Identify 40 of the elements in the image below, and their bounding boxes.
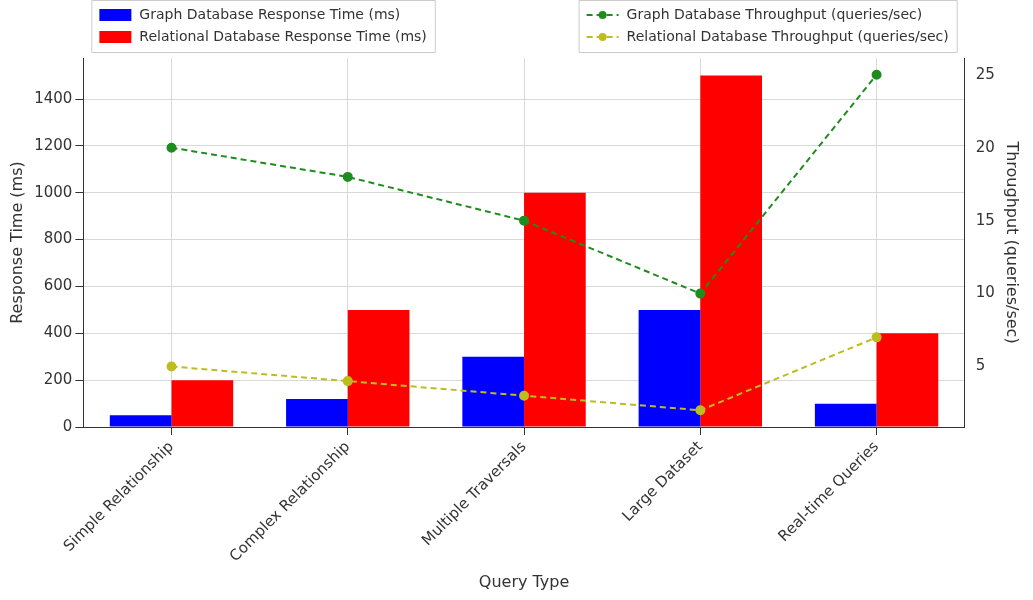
y-axis-title: Response Time (ms)	[6, 161, 26, 324]
bar	[171, 380, 234, 427]
legend-label: Graph Database Throughput (queries/sec)	[626, 5, 923, 22]
bar	[638, 309, 701, 427]
y-tick-label: 800	[43, 229, 73, 248]
y-tick-label: 400	[43, 323, 73, 342]
legend-label: Relational Database Throughput (queries/sec)	[626, 27, 949, 44]
y-tick-label: 200	[43, 370, 73, 389]
point	[695, 405, 706, 416]
y-tick-label: 600	[43, 276, 73, 295]
point	[695, 288, 706, 299]
y-tick-label: 1200	[34, 135, 73, 154]
bar	[876, 333, 939, 427]
point	[166, 361, 177, 372]
bar	[524, 192, 586, 427]
bar	[347, 309, 410, 427]
point	[871, 69, 882, 80]
point	[166, 142, 177, 153]
y-tick-label: 1400	[34, 88, 73, 107]
y-tick-label: 0	[62, 416, 73, 435]
point	[519, 215, 530, 226]
y2-tick-label: 20	[975, 137, 995, 156]
bar	[286, 398, 348, 427]
bar	[700, 75, 763, 427]
bar	[462, 356, 525, 427]
y2-tick-label: 25	[975, 64, 995, 83]
point	[342, 171, 353, 182]
x-axis-title: Query Type	[478, 571, 570, 591]
y2-tick-label: 5	[975, 356, 986, 375]
y2-tick-label: 10	[975, 283, 995, 302]
point	[342, 376, 353, 387]
y-tick-label: 1000	[34, 182, 73, 201]
y2-axis-title: Throughput (queries/sec)	[1003, 140, 1023, 344]
legend-label: Relational Database Response Time (ms)	[139, 27, 427, 44]
point	[519, 390, 530, 401]
y2-tick-label: 15	[975, 210, 995, 229]
legend-label: Graph Database Response Time (ms)	[139, 5, 401, 22]
point	[871, 332, 882, 343]
bar	[814, 403, 877, 427]
bar	[109, 415, 172, 427]
